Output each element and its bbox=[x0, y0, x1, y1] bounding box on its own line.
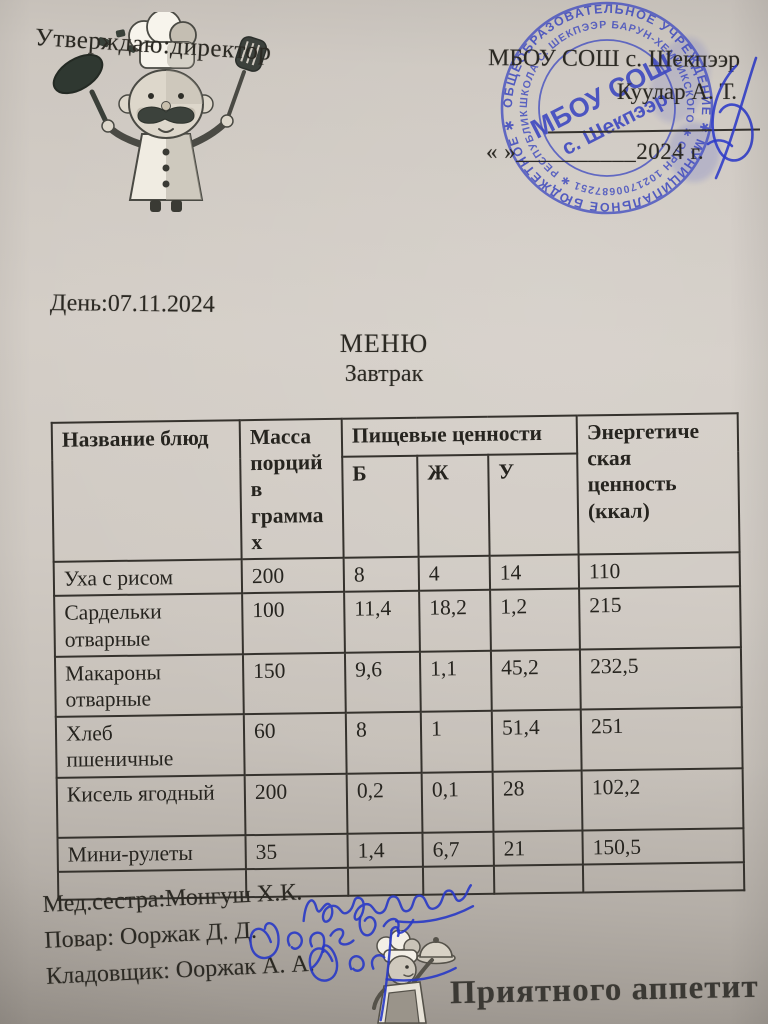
cook-handwritten-signature bbox=[249, 915, 415, 970]
date-blank-line: « »__________2024 г. bbox=[486, 139, 705, 164]
col-header-dish-name: Название блюд bbox=[51, 420, 242, 562]
meal-title: Завтрак bbox=[344, 361, 424, 387]
day-date-line: День:07.11.2024 bbox=[49, 290, 216, 318]
table-row: Кисель ягодный 200 0,2 0,1 28 102,2 bbox=[56, 767, 744, 838]
menu-title: МЕНЮ bbox=[339, 329, 429, 358]
round-stamp: ОБЩЕОБРАЗОВАТЕЛЬНОЕ УЧРЕЖДЕНИЕ ✱ МУНИЦИП… bbox=[474, 0, 720, 215]
menu-table: Название блюд Масса порций в грамма х Пи… bbox=[51, 412, 746, 900]
chef-small-illustration bbox=[372, 930, 456, 1024]
bon-appetit-text: Приятного аппетит bbox=[449, 968, 760, 1012]
col-header-nutrition-group: Пищевые ценности bbox=[341, 415, 578, 457]
col-header-protein: Б bbox=[342, 455, 419, 558]
nurse-handwritten-signature bbox=[302, 884, 475, 924]
col-header-mass: Масса порций в грамма х bbox=[239, 418, 344, 560]
storekeeper-handwritten-signature bbox=[308, 926, 457, 1022]
pen-signature bbox=[706, 56, 758, 180]
col-header-fat: Ж bbox=[417, 454, 490, 557]
table-row: Макароны отварные 150 9,6 1,1 45,2 232,5 bbox=[54, 647, 742, 718]
chef-illustration bbox=[52, 12, 267, 212]
table-row: Хлеб пшеничные 60 8 1 51,4 251 bbox=[55, 707, 743, 778]
col-header-energy: Энергетиче ская ценность (ккал) bbox=[576, 413, 740, 555]
table-row: Сардельки отварные 100 11,4 18,2 1,2 215 bbox=[54, 586, 741, 657]
col-header-carbs: У bbox=[488, 453, 579, 556]
